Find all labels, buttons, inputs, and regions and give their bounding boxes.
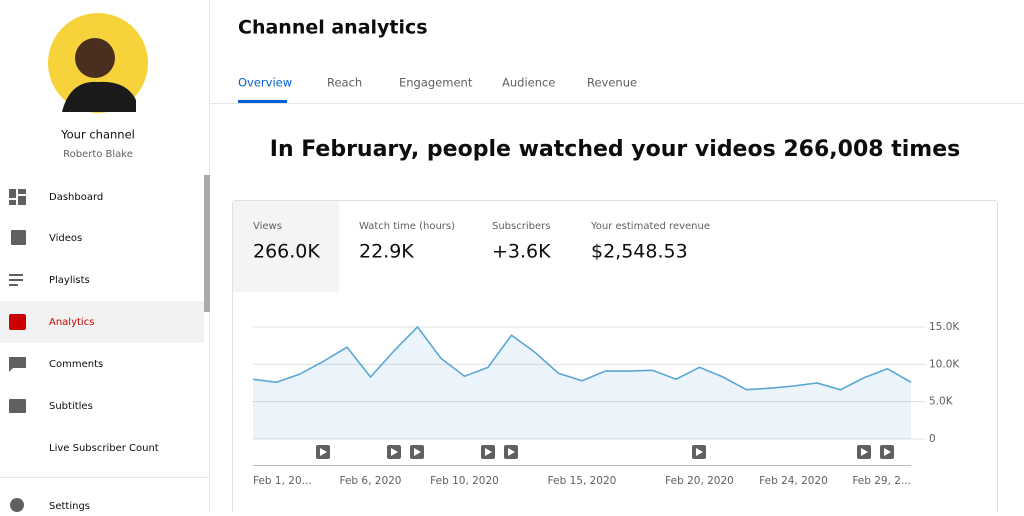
tab[interactable]: Audience [502, 76, 555, 90]
x-axis-line [253, 465, 911, 466]
play-icon [508, 448, 515, 456]
nav-item[interactable]: Videos [49, 233, 82, 244]
tab[interactable]: Revenue [587, 76, 637, 90]
play-icon [884, 448, 891, 456]
nav-item[interactable]: Dashboard [49, 192, 103, 203]
x-tick-label: Feb 20, 2020 [665, 475, 734, 487]
headline: In February, people watched your videos … [270, 137, 960, 162]
play-icon [320, 448, 327, 456]
metric-value: +3.6K [492, 241, 551, 263]
channel-name: Roberto Blake [63, 149, 133, 160]
page-title: Channel analytics [238, 17, 428, 39]
icon [9, 279, 23, 281]
y-tick-label: 5.0K [929, 396, 954, 408]
play-icon [485, 448, 492, 456]
x-tick-label: Feb 6, 2020 [339, 475, 401, 487]
line [252, 325, 912, 391]
nav-item[interactable]: Subtitles [49, 401, 93, 412]
icon [9, 399, 26, 413]
y-tick-label: 10.0K [929, 358, 960, 370]
icon [9, 357, 26, 372]
play-icon [861, 448, 868, 456]
icon [9, 189, 16, 198]
nav-item[interactable]: Playlists [49, 275, 90, 286]
icon [9, 284, 18, 286]
divider [0, 477, 209, 478]
tab[interactable]: Overview [238, 76, 292, 90]
nav-active-bg [0, 301, 204, 343]
avatar-body [62, 81, 136, 112]
icon [9, 200, 16, 205]
x-tick-label: Feb 10, 2020 [430, 475, 499, 487]
icon [18, 189, 26, 194]
scrollbar[interactable] [204, 175, 210, 312]
metric-label: Views [253, 221, 282, 232]
icon [10, 498, 24, 512]
channel-label[interactable]: Your channel [60, 128, 135, 142]
nav-item[interactable]: Live Subscriber Count [49, 443, 159, 454]
y-tick-label: 15.0K [929, 321, 960, 333]
tabs-border [210, 103, 1024, 104]
x-tick-label: Feb 15, 2020 [548, 475, 617, 487]
y-tick-label: 0 [929, 433, 936, 445]
icon [9, 274, 23, 276]
nav-item[interactable]: Settings [49, 501, 90, 512]
metric-label: Watch time (hours) [359, 221, 455, 232]
tab[interactable]: Engagement [399, 76, 473, 90]
nav-item[interactable]: Comments [49, 359, 103, 370]
nav-item[interactable]: Analytics [49, 317, 94, 328]
nav-icons [9, 189, 26, 512]
metric-selected-bg[interactable] [233, 201, 339, 292]
metric-label: Subscribers [492, 221, 550, 232]
x-tick-label: Feb 29, 2... [852, 475, 911, 487]
play-icon [414, 448, 421, 456]
play-icon [391, 448, 398, 456]
metric-value: 266.0K [253, 241, 320, 263]
tab-underline [238, 100, 287, 103]
video-marker-arrows [320, 448, 891, 456]
play-icon [696, 448, 703, 456]
x-tick-label: Feb 24, 2020 [759, 475, 828, 487]
tab[interactable]: Reach [327, 76, 362, 90]
chart: 0 5.0K 10.0K 15.0K Feb 1, 20... Feb 6, 2020 Fe… [252, 321, 960, 487]
metric-value: $2,548.53 [591, 241, 688, 263]
icon [11, 230, 26, 245]
icon [18, 196, 26, 205]
avatar-face [75, 38, 115, 78]
x-tick-label: Feb 1, 20... [253, 475, 312, 487]
area [253, 327, 911, 439]
metric-value: 22.9K [359, 241, 414, 263]
metric-label: Your estimated revenue [590, 221, 710, 232]
card [232, 200, 998, 516]
icon [9, 314, 26, 330]
